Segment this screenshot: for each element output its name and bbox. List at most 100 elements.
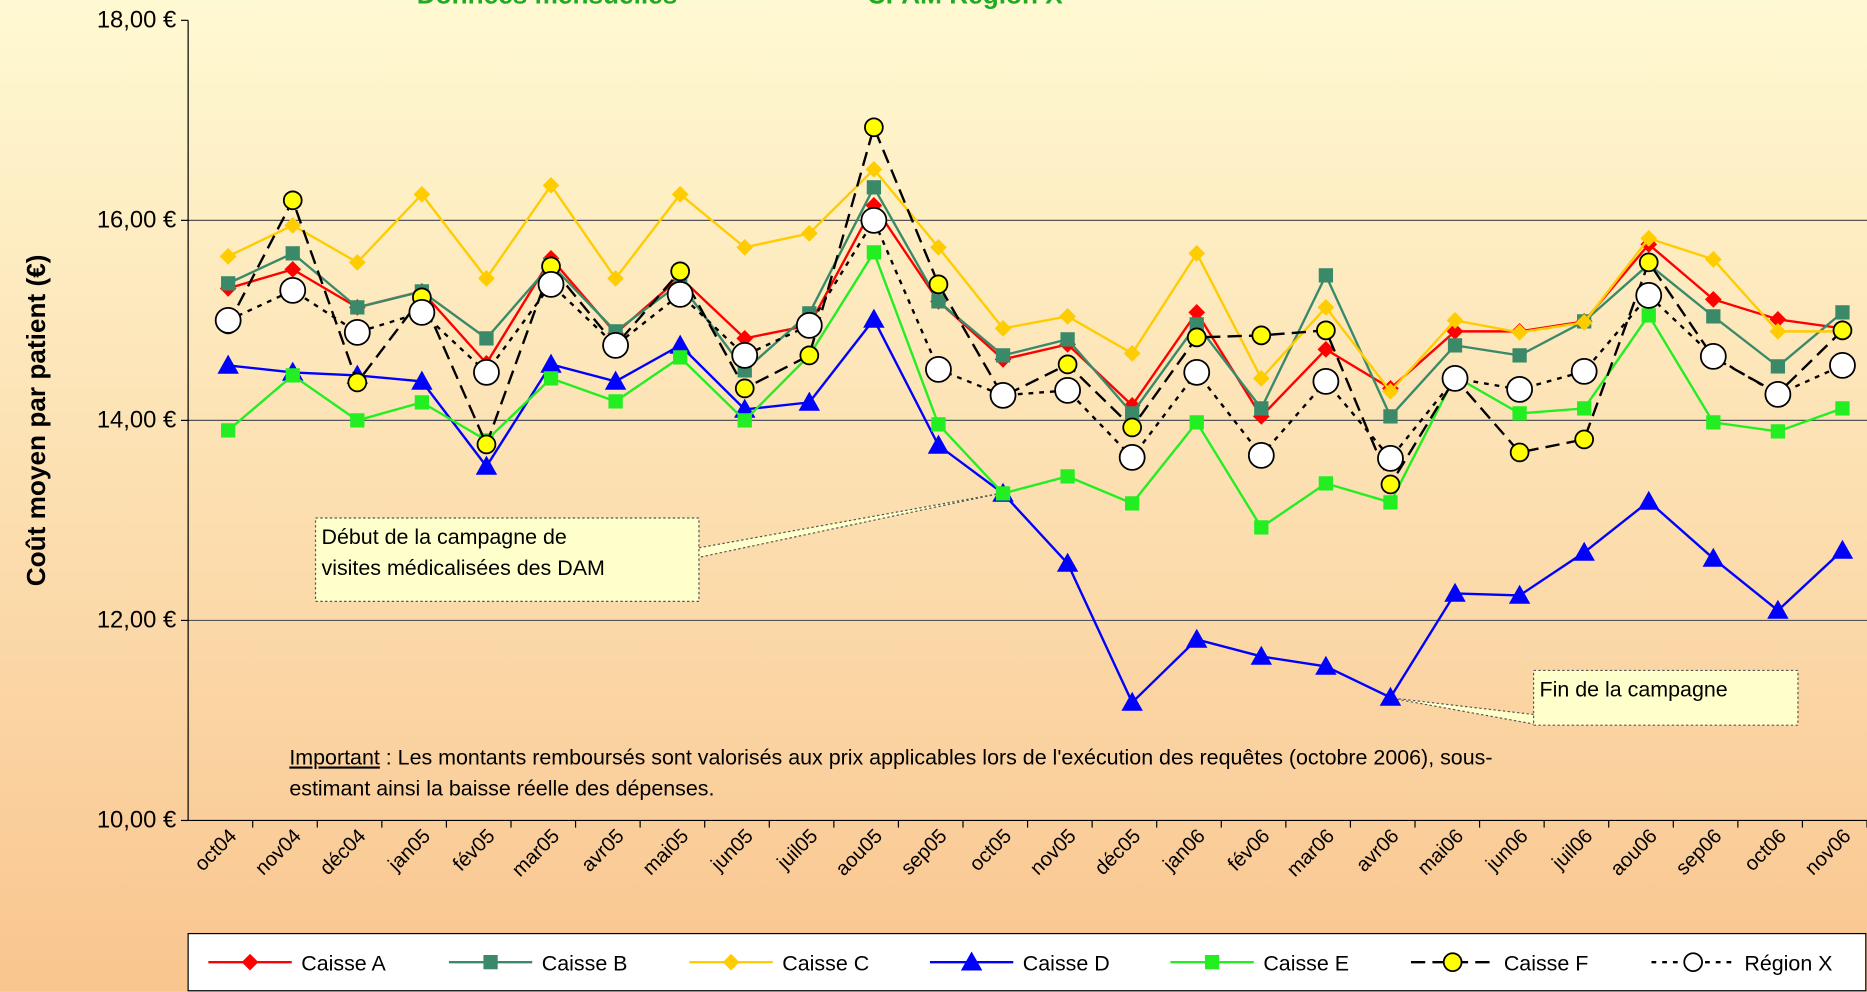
marker [737,413,752,428]
marker [795,311,823,339]
y-tick-label: 14,00 € [97,407,176,434]
marker [1574,429,1594,450]
marker [1832,320,1853,341]
marker [479,331,494,346]
marker [1379,686,1402,706]
y-tick-label: 10,00 € [97,807,176,834]
marker [476,434,497,455]
marker [1512,406,1527,421]
series-line [227,217,1843,461]
marker [350,413,365,428]
legend-marker [1204,955,1220,970]
marker [1829,351,1856,379]
marker [1125,406,1140,421]
marker [1186,628,1208,648]
marker [865,161,883,178]
marker [1316,320,1336,341]
y-tick-label: 12,00 € [97,607,176,634]
marker [1377,445,1404,472]
marker [602,331,629,359]
chart-title: Données mensuelles [417,0,678,10]
legend-label: Caisse D [1023,951,1110,975]
marker [408,298,436,326]
marker [666,280,694,308]
legend-marker [1442,952,1463,972]
marker [1506,375,1533,403]
y-axis-label: Coût moyen par patient (€) [21,255,51,587]
marker [1573,541,1595,561]
marker [284,217,302,234]
marker [217,354,239,374]
marker [285,368,300,383]
marker [1251,325,1272,346]
marker [1706,415,1721,430]
series [219,161,1851,400]
marker [1447,338,1463,353]
marker [1383,495,1398,510]
marker [1770,359,1786,374]
marker [1318,268,1334,283]
marker [994,320,1012,337]
marker [736,239,754,256]
marker [604,370,627,390]
marker [1123,345,1141,362]
marker [1059,308,1076,325]
marker [1183,358,1211,386]
marker [1444,582,1466,602]
marker [1056,552,1079,572]
marker [1699,342,1727,370]
series-line [227,184,1844,419]
marker [1512,348,1527,363]
callout-box [314,517,700,602]
marker [1318,476,1334,491]
callout-pointer [1387,696,1534,725]
series [218,117,1853,495]
marker [671,186,689,203]
legend-label: Région X [1744,951,1832,975]
marker [1441,364,1469,392]
legend-label: Caisse A [301,951,386,975]
marker [1770,424,1786,439]
marker [1635,281,1663,309]
marker [736,330,754,347]
marker [1509,442,1530,463]
marker [927,434,950,454]
marker [1704,291,1722,308]
marker [284,261,302,278]
marker [221,423,236,438]
marker [860,206,888,234]
marker [414,395,430,410]
marker [995,348,1011,363]
series [217,308,1854,711]
legend-marker [960,951,983,971]
marker [1508,584,1531,604]
marker [1317,341,1335,358]
marker [800,225,818,242]
note: Important : Les montants remboursés sont… [289,746,1492,770]
marker [537,270,565,298]
marker [348,254,366,271]
series [221,180,1850,424]
marker [1767,599,1789,619]
series [214,206,1856,472]
callout-text: visites médicalisées des DAM [321,556,604,580]
marker [411,370,433,390]
marker [282,190,303,211]
marker [670,261,690,282]
marker [1125,496,1140,511]
marker [350,300,365,315]
marker [1640,230,1658,247]
marker [1254,401,1269,416]
marker [1312,367,1340,395]
note-text: : Les montants remboursés sont valorisés… [380,746,1493,770]
legend-label: Caisse F [1504,951,1589,975]
marker [347,372,368,393]
legend-label: Caisse C [782,951,869,975]
marker [1250,645,1273,665]
marker [1189,415,1204,430]
legend-label: Caisse B [542,951,628,975]
marker [1247,442,1275,469]
